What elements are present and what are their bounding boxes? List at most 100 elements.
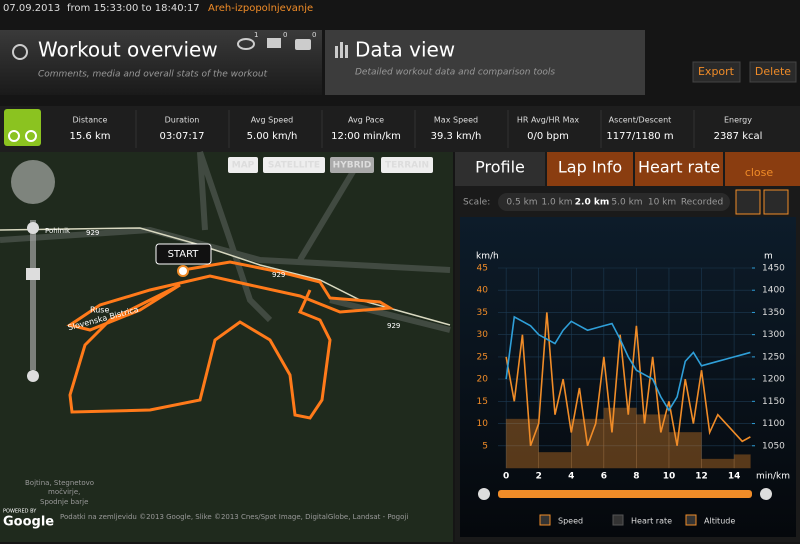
- segment-bar: [603, 407, 637, 469]
- stat-label: HR Avg/HR Max: [517, 116, 580, 125]
- y-tick-label: 15: [477, 397, 488, 407]
- legend-checkbox[interactable]: [539, 514, 551, 526]
- stat-label: Max Speed: [434, 116, 478, 125]
- stat-value: 15.6 km: [70, 131, 111, 142]
- export-button[interactable]: [692, 61, 741, 83]
- map-type-button[interactable]: [228, 157, 258, 173]
- stat-value: 1177/1180 m: [606, 131, 673, 142]
- tab-profile[interactable]: [455, 152, 545, 186]
- map-type-button[interactable]: [381, 157, 433, 173]
- map-type-label: SATELLITE: [268, 161, 320, 171]
- zoom-in[interactable]: [27, 222, 39, 234]
- map: [0, 152, 453, 542]
- scale-option[interactable]: 10 km: [648, 198, 676, 208]
- stats-bar: [0, 106, 800, 152]
- y-tick-label: 40: [477, 286, 489, 296]
- slider-minus[interactable]: [478, 488, 490, 500]
- tab-lap-info[interactable]: [547, 152, 633, 186]
- legend-label: Altitude: [704, 517, 735, 526]
- legend-label: Heart rate: [631, 517, 672, 526]
- scale-selector: [498, 193, 730, 211]
- stat-label: Avg Speed: [251, 116, 293, 125]
- map-type-button[interactable]: [263, 157, 325, 173]
- legend-label: Speed: [558, 517, 583, 526]
- legend-checkbox[interactable]: [612, 514, 624, 526]
- segment-bar: [733, 454, 751, 469]
- y-tick-label: 20: [477, 375, 489, 385]
- fullscreen-button[interactable]: [763, 189, 789, 215]
- attribution: Podatki na zemljevidu ©2013 Google, Slik…: [60, 513, 408, 521]
- pan-control[interactable]: [11, 160, 55, 204]
- y2-tick-label: 1050: [762, 441, 785, 451]
- count: 0: [283, 31, 287, 39]
- map-type-button[interactable]: [330, 157, 374, 173]
- map-type-label: HYBRID: [333, 161, 372, 171]
- icon: [340, 42, 343, 58]
- sport-icon: [25, 130, 37, 142]
- y2-tick-label: 1200: [762, 375, 785, 385]
- y2-tick-label: 1350: [762, 308, 785, 318]
- x-tick-label: 4: [568, 472, 574, 482]
- stat-value: 39.3 km/h: [431, 131, 482, 142]
- tab-title: Data view: [355, 38, 455, 62]
- stat-value: 12:00 min/km: [331, 131, 401, 142]
- button-label: Delete: [755, 65, 791, 78]
- scale-option[interactable]: 0.5 km: [506, 198, 537, 208]
- tab-label: Lap Info: [558, 158, 622, 177]
- y2-tick-label: 1400: [762, 286, 785, 296]
- y-tick-label: 45: [477, 264, 488, 274]
- scale-option[interactable]: 1.0 km: [541, 198, 572, 208]
- powered-by: POWERED BY: [3, 509, 37, 515]
- tab-label: Profile: [475, 158, 525, 177]
- tab-subtitle: Comments, media and overall stats of the…: [38, 70, 268, 80]
- legend-checkbox[interactable]: [685, 514, 697, 526]
- stat-label: Avg Pace: [348, 116, 384, 125]
- date: 07.09.2013: [3, 3, 60, 14]
- icon: [345, 45, 348, 58]
- x-tick-label: 6: [601, 472, 607, 482]
- y-tick-label: 25: [477, 352, 488, 362]
- count: 0: [312, 31, 316, 39]
- scale-option[interactable]: Recorded: [681, 198, 723, 208]
- x-tick-label: 2: [536, 472, 542, 482]
- x-tick-label: 14: [728, 472, 741, 482]
- delete-button[interactable]: [749, 61, 797, 83]
- tab-heart-rate[interactable]: [635, 152, 723, 186]
- y-axis-label: km/h: [476, 252, 499, 262]
- start-point: [177, 265, 189, 277]
- zoom-button[interactable]: [735, 189, 761, 215]
- segment-bar: [538, 452, 572, 469]
- segment-bar: [668, 432, 702, 469]
- road-number: 929: [272, 271, 285, 279]
- views-icon: [237, 38, 255, 50]
- sport-icon: [8, 130, 20, 142]
- tab-data-view[interactable]: [325, 30, 645, 95]
- icon: [12, 44, 28, 60]
- icon: [335, 46, 338, 58]
- stat-value: 03:07:17: [160, 131, 205, 142]
- close-button[interactable]: [725, 152, 800, 186]
- zoom-handle[interactable]: [26, 268, 40, 280]
- zoom-out[interactable]: [27, 370, 39, 382]
- start-label: START: [168, 249, 200, 260]
- x-tick-label: 12: [695, 472, 708, 482]
- y2-tick-label: 1450: [762, 264, 785, 274]
- comments-icon: [267, 38, 281, 48]
- place: močvirje,: [48, 488, 80, 496]
- zoom-track[interactable]: [30, 220, 36, 370]
- route: [66, 260, 395, 420]
- stat-label: Duration: [165, 116, 200, 125]
- x-tick-label: 8: [633, 472, 639, 482]
- scale-option[interactable]: 2.0 km: [575, 198, 609, 208]
- scale-option[interactable]: 5.0 km: [611, 198, 642, 208]
- stat-label: Energy: [724, 116, 752, 125]
- slider-plus[interactable]: [760, 488, 772, 500]
- segment-bar: [505, 418, 539, 469]
- sport-icon: [4, 109, 41, 146]
- range-slider[interactable]: [498, 490, 752, 498]
- time-range: from 15:33:00 to 18:40:17: [67, 3, 200, 14]
- x-tick-label: 0: [503, 472, 509, 482]
- y2-tick-label: 1250: [762, 352, 785, 362]
- y2-tick-label: 1100: [762, 419, 785, 429]
